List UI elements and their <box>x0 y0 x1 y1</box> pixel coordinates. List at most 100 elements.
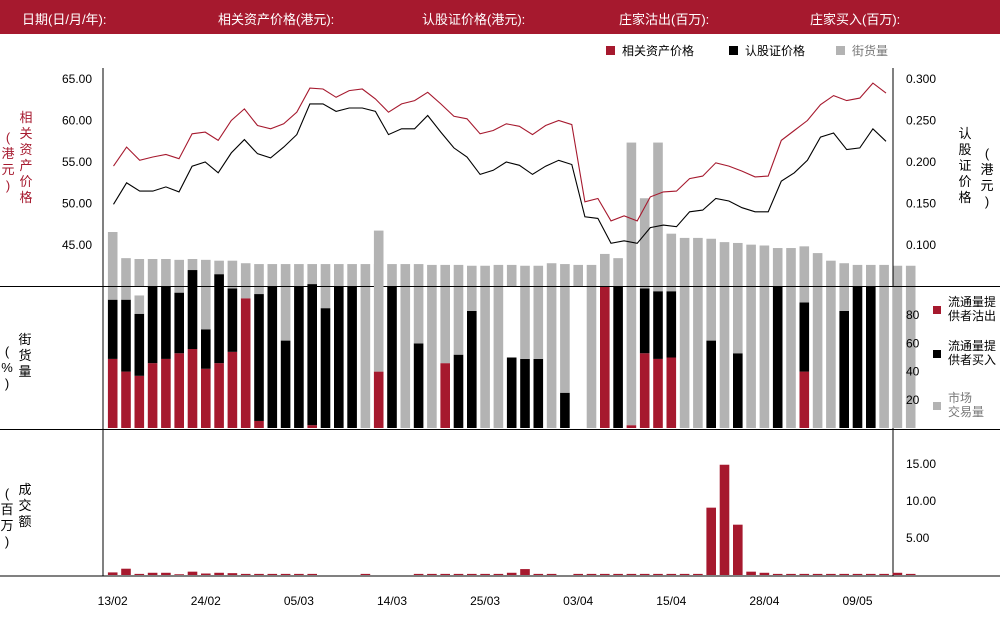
outstanding-bar <box>107 232 118 286</box>
ratio-tick-label: 80 <box>906 308 920 322</box>
ratio-bar-segment <box>839 287 849 311</box>
underlying-price-header: 相关资产价格(港元): <box>218 12 335 27</box>
turnover-tick-label: 5.00 <box>906 531 930 545</box>
ratio-bar-segment <box>240 287 251 299</box>
turnover-bar <box>746 571 756 575</box>
ratio-bar-segment <box>254 294 264 421</box>
ratio-tick-label: 40 <box>906 365 920 379</box>
outstanding-bar <box>254 264 264 286</box>
turnover-bar <box>467 573 477 575</box>
ratio-bar-segment <box>214 274 224 364</box>
ratio-bar-segment <box>639 353 650 428</box>
turnover-bar <box>267 573 278 575</box>
ratio-bar-segment <box>373 230 384 372</box>
outstanding-bar <box>573 264 583 286</box>
ratio-bar-segment <box>147 363 158 428</box>
outstanding-bar <box>812 253 823 286</box>
turnover-bar <box>280 573 291 575</box>
outstanding-bar <box>706 238 716 286</box>
ratio-bar-segment <box>586 287 597 428</box>
ratio-bar-segment <box>427 287 437 428</box>
ratio-bar-segment <box>453 354 464 428</box>
ratio-bar-segment <box>679 287 690 428</box>
ratio-bar-segment <box>653 358 663 428</box>
ratio-bar-segment <box>161 287 171 359</box>
outstanding-bar <box>493 264 504 286</box>
ratio-legend-label: 交易量 <box>948 404 984 419</box>
turnover-bar <box>799 573 810 575</box>
outstanding-bar <box>147 259 158 286</box>
outstanding-bar <box>653 142 663 286</box>
x-tick-label: 24/02 <box>191 594 221 608</box>
left-tick-label: 55.00 <box>62 155 92 169</box>
ratio-bar-segment <box>733 353 743 428</box>
ratio-legend-label: 流通量提 <box>948 338 996 353</box>
ratio-bar-segment <box>706 287 716 341</box>
turnover-bar <box>134 573 145 575</box>
outstanding-bar <box>546 263 557 286</box>
turnover-bar <box>214 572 224 575</box>
turnover-bar <box>626 573 637 575</box>
outstanding-bar <box>467 265 477 286</box>
right-tick-label: 0.250 <box>906 114 936 128</box>
right-tick-label: 0.150 <box>906 197 936 211</box>
outstanding-bar <box>866 264 876 286</box>
outstanding-bar <box>533 265 544 286</box>
outstanding-bar <box>786 248 796 286</box>
ratio-bar-segment <box>174 353 184 428</box>
warrant-price-header: 认股证价格(港元): <box>422 12 526 27</box>
ratio-bar-segment <box>280 340 291 428</box>
outstanding-bar <box>227 260 238 286</box>
ratio-bar-segment <box>839 310 849 428</box>
turnover-bar <box>586 573 597 575</box>
turnover-bar <box>147 572 158 575</box>
turnover-bar <box>693 573 703 575</box>
ratio-bar-segment <box>107 299 118 359</box>
left-tick-label: 60.00 <box>62 114 92 128</box>
turnover-bar <box>600 573 610 575</box>
turnover-bar <box>294 573 304 575</box>
outstanding-bar <box>320 264 331 286</box>
turnover-bar <box>161 572 171 575</box>
ratio-bar-segment <box>201 329 211 369</box>
ratio-bar-segment <box>892 287 903 428</box>
date-header: 日期(日/月/年): <box>22 12 107 27</box>
outstanding-bar <box>826 260 836 286</box>
right-tick-label: 0.300 <box>906 72 936 86</box>
ratio-bar-segment <box>506 357 517 428</box>
ratio-legend-label: 市场 <box>948 390 972 405</box>
turnover-bar <box>573 573 583 575</box>
ratio-bar-segment <box>387 287 397 428</box>
ratio-bar-segment <box>440 287 450 364</box>
legend-label: 认股证价格 <box>745 43 805 58</box>
turnover-bar <box>240 573 251 575</box>
right-price-axis-title: 认 股 证 价 格 <box>958 126 972 205</box>
turnover-bar <box>866 573 876 575</box>
outstanding-bar <box>520 265 530 286</box>
ratio-bar-segment <box>786 287 796 428</box>
ratio-bar-segment <box>121 299 131 372</box>
x-tick-label: 25/03 <box>470 594 500 608</box>
ratio-bar-segment <box>227 288 238 352</box>
outstanding-bar <box>626 142 637 286</box>
outstanding-bar <box>294 264 304 286</box>
outstanding-bar <box>387 264 397 286</box>
ratio-bar-segment <box>347 287 357 428</box>
ratio-bar-segment <box>227 287 238 289</box>
ratio-bar-segment <box>613 287 623 428</box>
outstanding-bar <box>400 264 411 286</box>
x-tick-label: 13/02 <box>98 594 128 608</box>
ratio-bar-segment <box>320 287 331 309</box>
turnover-bar <box>493 573 504 575</box>
turnover-bar <box>506 572 517 575</box>
outstanding-bar <box>240 263 251 286</box>
right-tick-label: 0.100 <box>906 238 936 252</box>
ratio-bar-segment <box>626 287 637 426</box>
ratio-bar-segment <box>666 287 677 292</box>
turnover-bar <box>227 573 238 575</box>
ratio-bar-segment <box>121 371 131 428</box>
legend-swatch <box>836 46 845 55</box>
outstanding-bar <box>839 263 849 286</box>
turnover-bar <box>666 573 677 575</box>
turnover-bar <box>427 573 437 575</box>
